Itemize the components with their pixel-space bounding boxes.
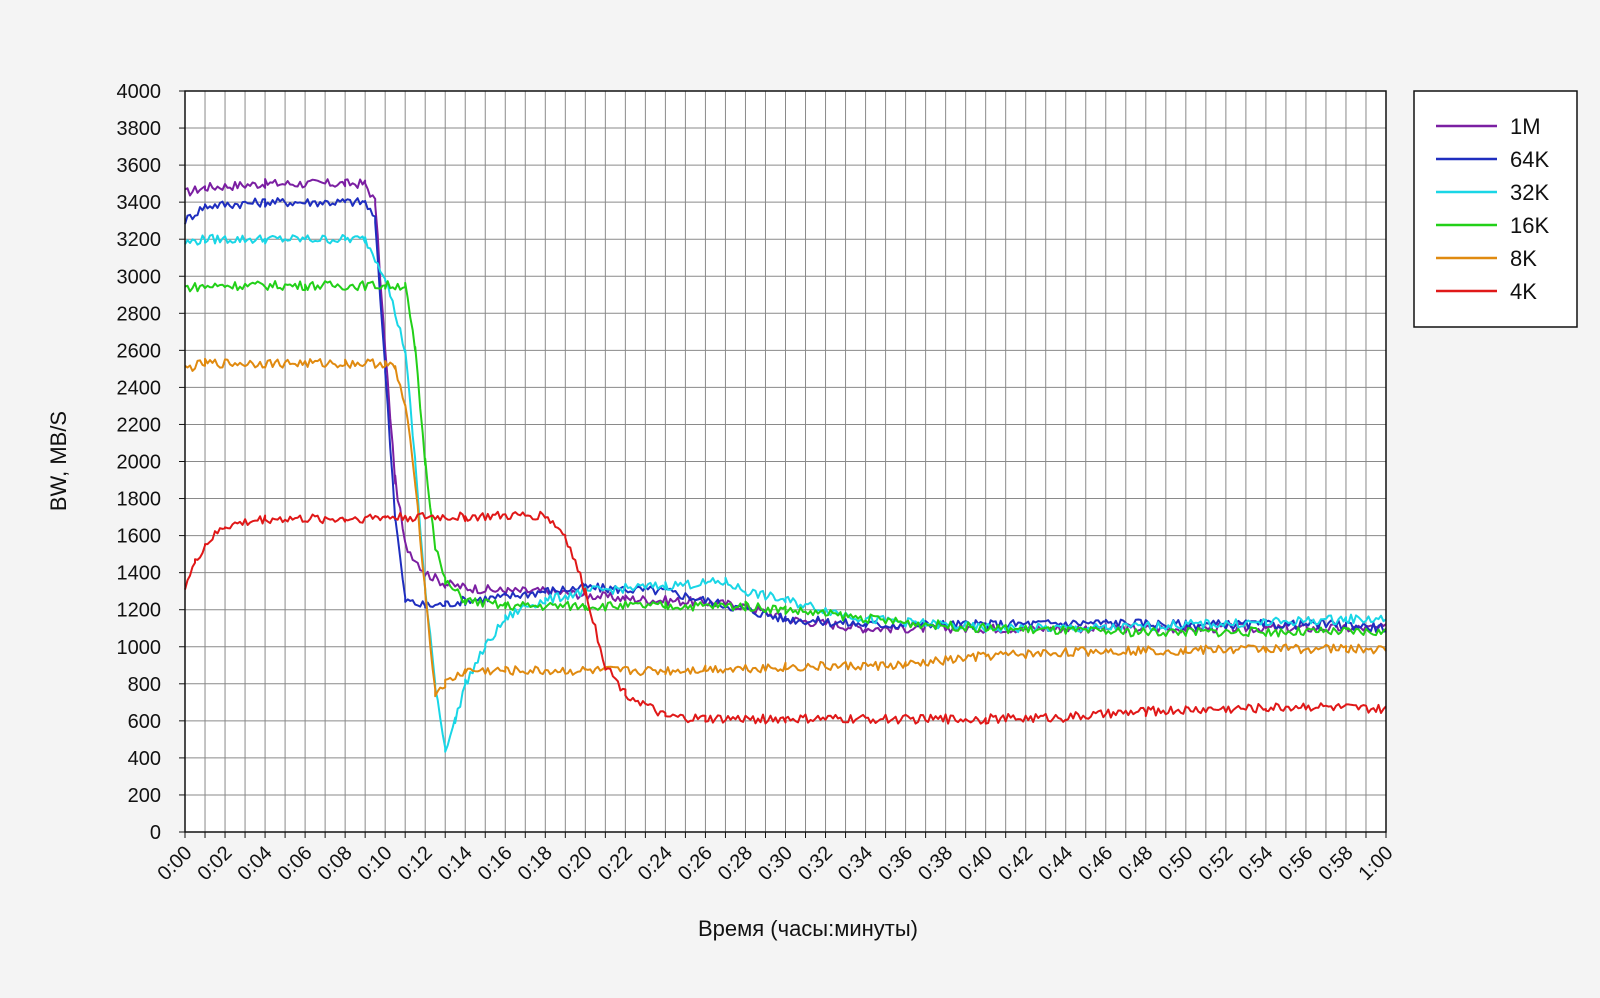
y-tick-label: 2400 <box>117 377 162 399</box>
series-line-8k <box>184 357 1387 698</box>
y-tick-label: 3600 <box>117 155 162 177</box>
series-lines <box>184 178 1387 753</box>
legend-label-16k: 16K <box>1510 213 1549 238</box>
y-tick-label: 600 <box>128 711 161 733</box>
y-tick-label: 2000 <box>117 452 162 474</box>
series-line-32k <box>184 233 1387 753</box>
legend-box <box>1413 90 1578 328</box>
y-tick-label: 1400 <box>117 563 162 585</box>
y-tick-label: 4000 <box>117 81 162 103</box>
series-line-16k <box>184 280 1387 638</box>
x-axis-label: Время (часы:минуты) <box>698 916 918 941</box>
legend-label-32k: 32K <box>1510 180 1549 205</box>
y-tick-label: 3200 <box>117 229 162 251</box>
y-tick-label: 3400 <box>117 192 162 214</box>
y-tick-label: 0 <box>150 822 161 844</box>
legend-label-8k: 8K <box>1510 246 1537 271</box>
y-tick-label: 1600 <box>117 526 162 548</box>
y-tick-label: 200 <box>128 785 161 807</box>
legend-label-1m: 1M <box>1510 114 1541 139</box>
y-tick-label: 3800 <box>117 118 162 140</box>
y-axis-label: BW, MB/S <box>46 411 71 511</box>
y-tick-label: 1800 <box>117 489 162 511</box>
y-tick-label: 2600 <box>117 340 162 362</box>
series-line-4k <box>184 510 1387 725</box>
legend-label-4k: 4K <box>1510 279 1537 304</box>
y-tick-label: 1000 <box>117 637 162 659</box>
legend-label-64k: 64K <box>1510 147 1549 172</box>
y-tick-label: 400 <box>128 748 161 770</box>
y-tick-label: 2200 <box>117 414 162 436</box>
y-axis-ticks: 0 200 400 600 800 1000 1200 1400 1600 1800 2000 220… <box>117 81 185 844</box>
y-tick-label: 800 <box>128 674 161 696</box>
y-tick-label: 1200 <box>117 600 162 622</box>
legend: 1M 64K 32K 16K 8K 4K <box>1413 90 1578 328</box>
y-tick-label: 3000 <box>117 266 162 288</box>
y-tick-label: 2800 <box>117 303 162 325</box>
